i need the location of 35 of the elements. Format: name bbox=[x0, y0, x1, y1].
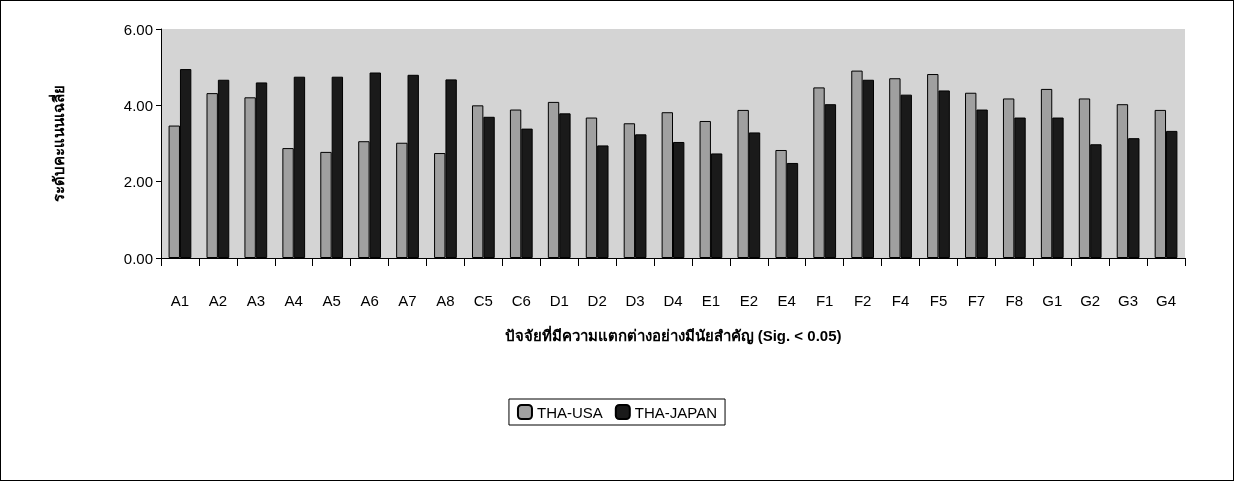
x-tick-label: A2 bbox=[208, 292, 228, 309]
y-tick-label: 6.00 bbox=[123, 20, 153, 38]
legend-label: THA-USA bbox=[536, 403, 603, 421]
x-tick-label: G4 bbox=[1156, 292, 1177, 309]
x-tick-label: G3 bbox=[1118, 292, 1139, 309]
x-tick-label: D1 bbox=[549, 292, 569, 309]
y-tick-label: 2.00 bbox=[123, 173, 153, 191]
x-axis-title: ปัจจัยที่มีความแตกต่างอย่างมีนัยสำคัญ (Sig. < 0.05) bbox=[504, 325, 842, 345]
x-tick-label: A1 bbox=[170, 292, 190, 309]
x-tick-label: D3 bbox=[625, 292, 645, 309]
x-tick-label: F8 bbox=[1005, 292, 1024, 309]
x-tick-label: G1 bbox=[1042, 292, 1063, 309]
legend-label: THA-JAPAN bbox=[634, 403, 718, 421]
x-tick-label: A5 bbox=[322, 292, 341, 309]
x-tick-label: A7 bbox=[398, 292, 417, 309]
x-tick-label: D2 bbox=[587, 292, 607, 309]
y-tick-label: 4.00 bbox=[123, 96, 153, 114]
x-tick-label: D4 bbox=[663, 292, 683, 309]
x-tick-label: A3 bbox=[246, 292, 265, 309]
x-tick-label: F4 bbox=[891, 292, 910, 309]
x-tick-label: C5 bbox=[473, 292, 493, 309]
x-tick-label: F1 bbox=[815, 292, 834, 309]
x-tick-label: A8 bbox=[436, 292, 455, 309]
x-tick-label: A6 bbox=[360, 292, 379, 309]
x-tick-label: F7 bbox=[967, 292, 986, 309]
x-tick-label: E1 bbox=[701, 292, 721, 309]
x-tick-label: C6 bbox=[511, 292, 531, 309]
x-tick-label: F2 bbox=[853, 292, 872, 309]
y-axis-title: ระดับคะแนนเฉลี่ย bbox=[48, 85, 67, 202]
x-tick-label: E4 bbox=[777, 292, 796, 309]
x-tick-label: E2 bbox=[739, 292, 759, 309]
x-tick-label: F5 bbox=[929, 292, 948, 309]
x-tick-label: G2 bbox=[1080, 292, 1101, 309]
x-tick-label: A4 bbox=[284, 292, 303, 309]
y-tick-label: 0.00 bbox=[123, 249, 153, 267]
